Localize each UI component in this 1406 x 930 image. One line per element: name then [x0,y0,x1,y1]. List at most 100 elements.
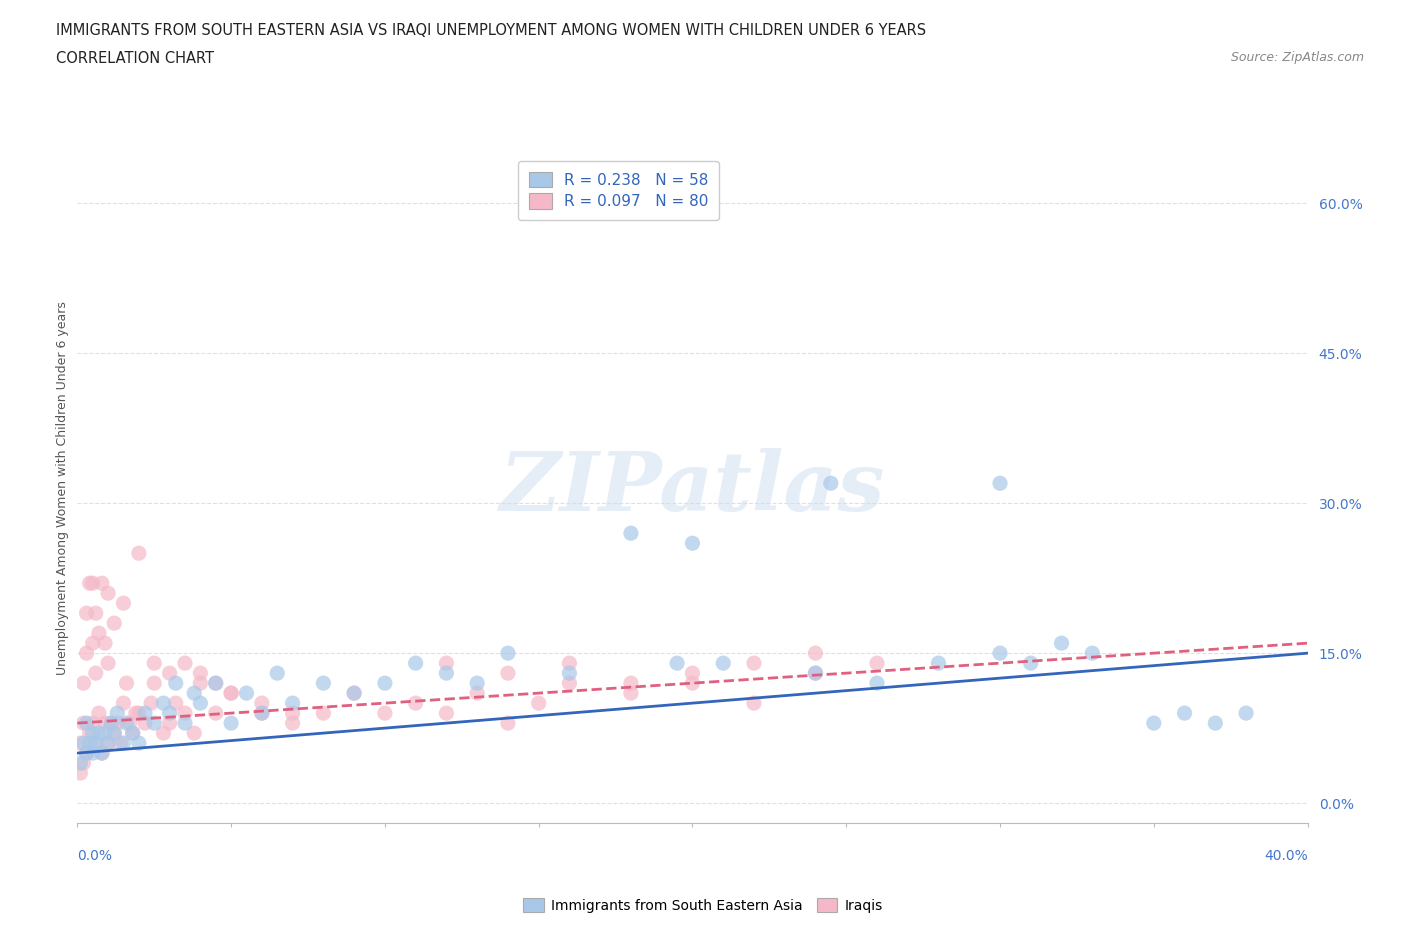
Point [620,685,643,700]
Point [266,666,288,681]
Point [128,546,150,561]
Text: 0.0%: 0.0% [77,849,112,863]
Point [558,676,581,691]
Point [188,666,212,681]
Point [281,716,304,731]
Legend: R = 0.238   N = 58, R = 0.097   N = 80: R = 0.238 N = 58, R = 0.097 N = 80 [519,161,718,219]
Point [204,676,226,691]
Point [69,765,91,780]
Point [682,676,704,691]
Point [281,696,304,711]
Point [165,676,187,691]
Point [69,756,91,771]
Point [1050,636,1073,651]
Point [100,716,122,731]
Point [250,706,273,721]
Point [152,725,174,740]
Point [103,725,125,740]
Point [105,706,128,721]
Point [128,736,150,751]
Point [115,676,138,691]
Point [152,696,174,711]
Point [374,676,396,691]
Point [219,716,242,731]
Point [97,656,120,671]
Point [174,656,197,671]
Point [82,636,104,651]
Point [219,685,242,700]
Point [76,605,98,620]
Point [465,685,488,700]
Point [174,716,197,731]
Point [742,656,765,671]
Point [183,685,205,700]
Point [1081,645,1104,660]
Point [79,725,101,740]
Point [820,476,842,491]
Point [159,706,181,721]
Point [87,725,110,740]
Point [465,676,488,691]
Point [159,666,181,681]
Point [436,706,458,721]
Point [620,676,643,691]
Point [76,746,98,761]
Point [112,736,135,751]
Point [94,636,117,651]
Point [188,676,212,691]
Point [90,746,114,761]
Point [188,696,212,711]
Point [90,576,114,591]
Point [1019,656,1042,671]
Point [94,725,117,740]
Point [527,696,550,711]
Point [72,716,94,731]
Point [143,716,166,731]
Point [82,746,104,761]
Point [82,725,104,740]
Point [79,576,101,591]
Point [165,696,187,711]
Point [72,736,94,751]
Point [312,676,335,691]
Point [742,696,765,711]
Point [405,656,427,671]
Point [90,746,114,761]
Point [121,725,143,740]
Point [112,696,135,711]
Point [988,645,1011,660]
Text: ZIPatlas: ZIPatlas [499,448,886,528]
Point [72,756,94,771]
Point [804,666,827,681]
Point [84,736,107,751]
Point [87,706,110,721]
Y-axis label: Unemployment Among Women with Children Under 6 years: Unemployment Among Women with Children U… [56,301,69,675]
Point [250,696,273,711]
Point [115,716,138,731]
Point [682,536,704,551]
Point [94,716,117,731]
Point [204,706,226,721]
Point [866,676,889,691]
Point [558,656,581,671]
Point [100,716,122,731]
Text: 40.0%: 40.0% [1264,849,1308,863]
Point [143,676,166,691]
Point [436,666,458,681]
Point [72,676,94,691]
Point [496,645,519,660]
Point [250,706,273,721]
Text: CORRELATION CHART: CORRELATION CHART [56,51,214,66]
Point [804,666,827,681]
Point [928,656,950,671]
Point [1234,706,1257,721]
Point [405,696,427,711]
Point [183,725,205,740]
Point [281,706,304,721]
Point [496,666,519,681]
Point [118,716,141,731]
Point [87,626,110,641]
Point [110,736,132,751]
Point [141,696,163,711]
Point [84,736,107,751]
